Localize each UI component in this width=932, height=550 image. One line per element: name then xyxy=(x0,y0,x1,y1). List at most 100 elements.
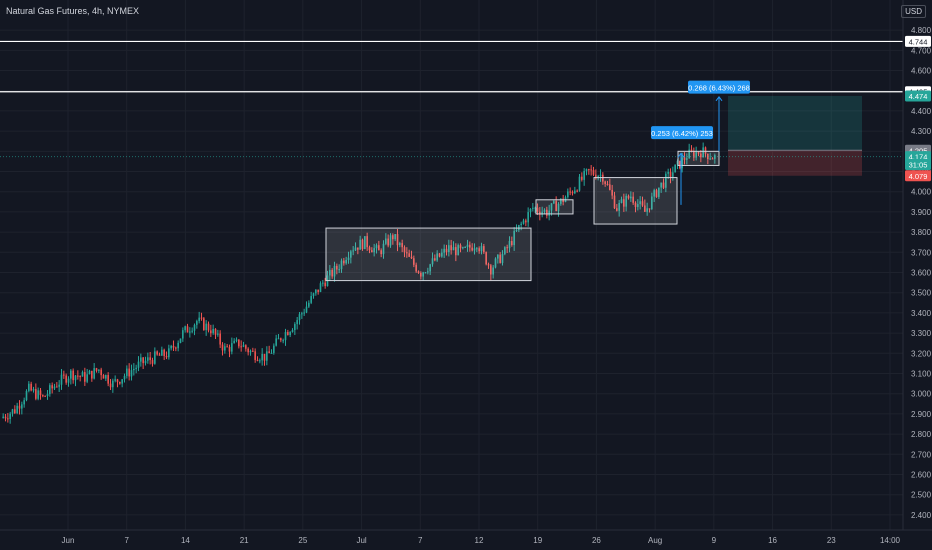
candle-body xyxy=(704,147,707,154)
candle-body xyxy=(525,220,527,223)
candle-body xyxy=(576,190,578,192)
candle-body xyxy=(459,245,462,249)
candle-body xyxy=(329,269,331,276)
candle-body xyxy=(163,349,165,356)
candle-body xyxy=(63,374,65,376)
time-axis[interactable]: Jun 7 14 21 25 Jul 7 12 19 26 Aug 9 16 23 14:00 xyxy=(62,536,901,545)
candle-body xyxy=(583,170,585,180)
x-tick-label: 19 xyxy=(533,536,542,545)
price-tag-bg xyxy=(905,35,931,47)
candle-body xyxy=(21,404,23,409)
candle-body xyxy=(646,208,648,212)
candle-body xyxy=(520,223,522,225)
candle-body xyxy=(417,271,420,273)
candle-body xyxy=(655,190,658,197)
x-tick-label: Jun xyxy=(62,536,75,545)
candle-body xyxy=(620,199,623,203)
candle-body xyxy=(487,264,490,266)
candle-body xyxy=(107,375,109,384)
candle-body xyxy=(345,259,347,264)
candle-body xyxy=(588,169,590,171)
candle-body xyxy=(170,345,172,349)
candle-body xyxy=(184,326,186,331)
candle-body xyxy=(609,184,611,190)
candle-body xyxy=(501,254,504,263)
candle-body xyxy=(254,351,256,361)
candle-body xyxy=(294,324,296,331)
candle-body xyxy=(480,246,483,252)
x-tick-label: 16 xyxy=(768,536,777,545)
candle-body xyxy=(296,320,298,325)
measure-tools[interactable]: 0.253 (6.42%) 253 0.268 (6.43%) 268 xyxy=(651,80,750,205)
candle-body xyxy=(338,269,340,271)
candle-body xyxy=(81,372,84,377)
candle-body xyxy=(303,312,305,314)
y-tick-label: 4.300 xyxy=(911,127,932,136)
candle-body xyxy=(464,246,466,248)
candle-body xyxy=(14,409,16,414)
candle-body xyxy=(25,390,28,401)
candle-body xyxy=(434,258,436,261)
candle-body xyxy=(623,199,625,207)
candle-body xyxy=(259,360,261,362)
candle-body xyxy=(618,202,620,211)
y-tick-label: 2.400 xyxy=(911,511,932,520)
candle-body xyxy=(46,394,49,396)
candle-body xyxy=(231,343,233,352)
candle-body xyxy=(674,164,676,173)
candle-body xyxy=(228,346,231,352)
candle-body xyxy=(53,386,56,389)
candle-body xyxy=(331,269,333,277)
candle-body xyxy=(357,247,359,250)
candle-body xyxy=(58,384,60,387)
candle-body xyxy=(546,209,548,216)
candle-body xyxy=(30,383,32,391)
x-tick-label: Jul xyxy=(356,536,366,545)
candle-body xyxy=(408,253,410,257)
candle-body xyxy=(394,234,396,240)
currency-button[interactable]: USD xyxy=(901,5,926,18)
measure-arrowhead xyxy=(677,152,685,158)
candle-body xyxy=(389,235,392,246)
candle-body xyxy=(315,289,317,294)
candle-body xyxy=(590,169,592,171)
candle-body xyxy=(536,207,539,212)
range-boxes[interactable] xyxy=(325,150,720,282)
candle-body xyxy=(224,346,226,351)
candle-body xyxy=(77,375,79,377)
candle-body xyxy=(16,405,18,414)
candle-body xyxy=(79,376,81,378)
candle-body xyxy=(189,331,191,333)
candle-body xyxy=(200,317,203,319)
candle-body xyxy=(109,383,112,388)
price-axis[interactable]: 4.8004.7004.6004.5004.4004.3004.2004.100… xyxy=(911,26,932,520)
y-tick-label: 3.500 xyxy=(911,289,932,298)
candle-body xyxy=(352,250,354,252)
candle-body xyxy=(350,251,352,258)
candle-body xyxy=(343,260,345,264)
candle-body xyxy=(121,379,123,384)
candle-body xyxy=(287,332,289,336)
candle-body xyxy=(301,313,303,315)
candle-body xyxy=(165,355,168,358)
candle-body xyxy=(662,182,665,188)
candle-body xyxy=(518,224,520,230)
candle-body xyxy=(32,389,35,391)
candle-body xyxy=(312,293,315,297)
candle-body xyxy=(291,330,294,333)
x-tick-label: 14 xyxy=(181,536,190,545)
candle-body xyxy=(541,211,543,215)
candle-body xyxy=(543,209,546,212)
candle-body xyxy=(95,368,98,371)
candle-body xyxy=(595,174,597,179)
candle-body xyxy=(72,370,74,381)
candle-body xyxy=(210,330,212,334)
candle-body xyxy=(308,302,310,307)
candle-body xyxy=(438,253,441,257)
candle-body xyxy=(466,244,469,247)
candle-body xyxy=(273,345,275,353)
candle-body xyxy=(51,385,53,389)
horizontal-lines[interactable] xyxy=(0,40,903,93)
candle-body xyxy=(266,351,268,361)
